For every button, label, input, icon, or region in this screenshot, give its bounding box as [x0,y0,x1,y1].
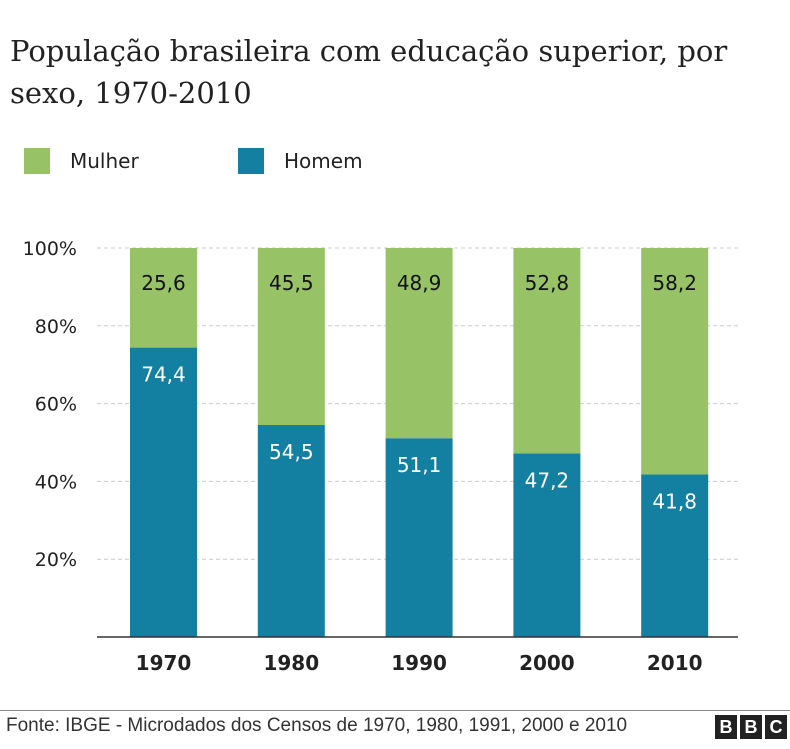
bar-mulher [641,248,709,475]
legend-label-homem: Homem [284,149,363,173]
data-label-homem: 47,2 [525,468,570,492]
source-note: Fonte: IBGE - Microdados dos Censos de 1… [6,715,628,736]
bar-homem [513,453,581,637]
legend-item-mulher: Mulher [24,148,139,174]
logo-letter: B [740,715,762,739]
bar-mulher [513,248,581,454]
data-label-homem: 51,1 [397,453,442,477]
y-tick-label: 60% [35,394,77,416]
data-label-homem: 54,5 [269,440,314,464]
bar-mulher [257,248,325,425]
y-tick-label: 20% [35,549,77,571]
data-label-mulher: 45,5 [269,271,314,295]
chart-title: População brasileira com educação superi… [10,34,728,110]
footer-divider [0,710,790,711]
bar-mulher [385,248,453,439]
data-label-homem: 41,8 [652,489,697,513]
legend-item-homem: Homem [238,148,363,174]
bar-homem [130,347,197,637]
bar-homem [641,474,709,637]
bar-homem [257,424,325,637]
x-tick-label: 2000 [519,651,575,675]
x-tick-label: 1990 [391,651,447,675]
legend-swatch-homem [238,148,264,174]
x-tick-label: 1970 [136,651,192,675]
legend-label-mulher: Mulher [70,149,139,173]
y-tick-label: 100% [23,238,77,260]
data-label-mulher: 58,2 [652,271,697,295]
data-label-homem: 74,4 [141,363,186,387]
data-label-mulher: 25,6 [141,271,186,295]
legend-swatch-mulher [24,148,50,174]
chart-plot: 20% 40% 60% 80% 100% 74,4 25,6 1970 54,5 45,5 1980… [23,238,738,675]
bar-homem [385,438,453,637]
y-tick-label: 80% [35,316,77,338]
x-tick-label: 1980 [263,651,319,675]
logo-letter: B [715,715,737,739]
data-label-mulher: 48,9 [397,271,442,295]
bar-mulher [130,248,197,348]
logo-letter: C [765,715,787,739]
data-label-mulher: 52,8 [525,271,570,295]
x-tick-label: 2010 [647,651,703,675]
y-tick-label: 40% [35,471,77,493]
